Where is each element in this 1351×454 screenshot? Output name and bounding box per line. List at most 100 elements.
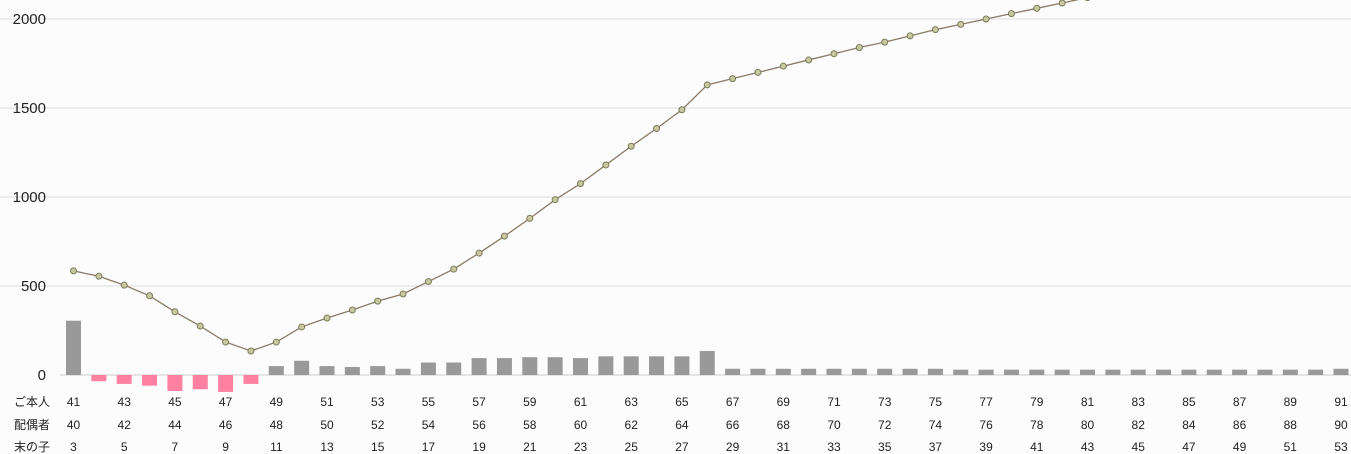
line-point <box>272 338 280 346</box>
line-point <box>982 15 990 23</box>
row-value: 52 <box>371 418 385 432</box>
bar <box>344 366 360 375</box>
bar <box>573 358 588 375</box>
row-value: 80 <box>1081 418 1095 432</box>
row-label: ご本人 <box>14 394 50 409</box>
row-value: 65 <box>675 395 689 409</box>
bar <box>1308 369 1324 375</box>
bar <box>851 368 867 375</box>
line-point <box>196 322 204 330</box>
row-value: 21 <box>523 440 537 454</box>
row-value: 49 <box>270 395 284 409</box>
line-point <box>703 81 711 89</box>
line-point <box>1007 10 1015 18</box>
row-value: 91 <box>1334 395 1348 409</box>
line-point <box>653 124 661 132</box>
y-tick-label: 2000 <box>13 11 46 28</box>
line-point <box>1084 0 1091 2</box>
row-value: 87 <box>1233 395 1247 409</box>
bar <box>1181 369 1197 375</box>
row-value: 17 <box>422 440 436 454</box>
row-value: 88 <box>1284 418 1298 432</box>
row-value: 41 <box>67 395 81 409</box>
bar <box>750 368 766 375</box>
bar <box>319 366 335 375</box>
line-point <box>906 32 914 40</box>
row-value: 49 <box>1233 440 1247 454</box>
row-value: 73 <box>878 395 892 409</box>
line-point <box>424 278 432 286</box>
row-value: 31 <box>777 440 791 454</box>
row-value: 90 <box>1334 418 1348 432</box>
line-point <box>399 290 407 298</box>
line-point <box>526 214 534 222</box>
bar <box>471 358 487 375</box>
gridlines <box>0 18 1351 376</box>
bar <box>547 357 563 375</box>
row-value: 82 <box>1132 418 1146 432</box>
bar <box>623 356 639 375</box>
row-value: 63 <box>625 395 639 409</box>
bar <box>1206 369 1222 375</box>
line-point <box>855 43 863 51</box>
y-tick-label: 500 <box>21 278 46 295</box>
bar <box>801 368 817 375</box>
line-series <box>70 0 1091 355</box>
row-value: 66 <box>726 418 740 432</box>
bar <box>66 320 81 375</box>
row-value: 78 <box>1030 418 1044 432</box>
line-point <box>729 75 737 83</box>
bar <box>1282 369 1298 375</box>
line-point <box>931 26 939 34</box>
line-point <box>678 106 686 114</box>
row-value: 5 <box>121 440 128 454</box>
bar <box>927 368 943 375</box>
row-value: 15 <box>371 440 385 454</box>
row-value: 19 <box>472 440 486 454</box>
row-value: 67 <box>726 395 740 409</box>
row-value: 53 <box>1334 440 1348 454</box>
row-value: 47 <box>219 395 233 409</box>
line-point <box>627 142 635 150</box>
line-point <box>830 50 838 58</box>
row-value: 29 <box>726 440 740 454</box>
row-value: 61 <box>574 395 588 409</box>
bar <box>218 375 234 392</box>
row-value: 70 <box>827 418 841 432</box>
row-value: 33 <box>827 440 841 454</box>
row-value: 53 <box>371 395 385 409</box>
row-value: 59 <box>523 395 537 409</box>
row-value: 37 <box>929 440 943 454</box>
row-value: 58 <box>523 418 537 432</box>
bar <box>192 375 208 390</box>
row-value: 23 <box>574 440 588 454</box>
line-point <box>475 249 483 257</box>
line-point <box>450 265 458 273</box>
bar <box>725 368 741 375</box>
line-point <box>1058 0 1066 7</box>
line-point <box>957 20 965 28</box>
line-point <box>222 338 230 346</box>
row-label: 配偶者 <box>14 418 50 432</box>
line-point <box>348 306 356 314</box>
bar <box>116 375 132 384</box>
line-point <box>171 308 179 316</box>
bar <box>598 356 614 375</box>
row-value: 86 <box>1233 418 1247 432</box>
row-value: 72 <box>878 418 892 432</box>
line-point <box>146 292 154 300</box>
bar <box>902 368 918 375</box>
row-value: 75 <box>929 395 943 409</box>
bar <box>243 375 259 384</box>
line-point <box>500 232 508 240</box>
bar <box>395 368 411 375</box>
row-value: 50 <box>320 418 334 432</box>
bar <box>674 356 690 375</box>
bar <box>1080 369 1095 375</box>
bar <box>142 375 158 386</box>
row-value: 27 <box>675 440 689 454</box>
bar <box>1257 369 1273 375</box>
bar <box>446 362 462 375</box>
row-value: 57 <box>472 395 486 409</box>
